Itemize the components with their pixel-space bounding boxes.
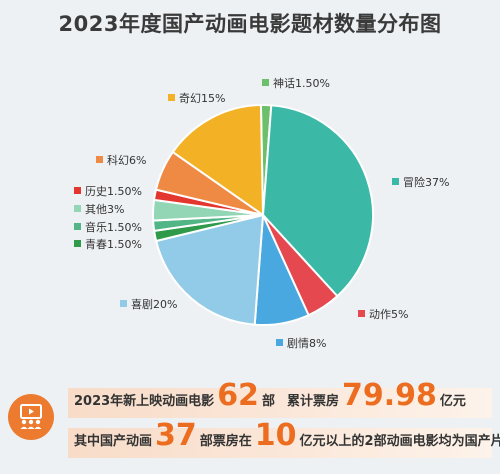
pie-label: 剧情8% xyxy=(287,337,326,350)
stats-band-1 xyxy=(68,388,492,418)
legend-swatch xyxy=(392,178,399,185)
legend-swatch xyxy=(276,339,283,346)
audience-screen-icon xyxy=(8,394,54,440)
pie-slice xyxy=(171,104,265,217)
legend-swatch xyxy=(168,94,175,101)
stats-band-2 xyxy=(68,428,492,458)
stats-line-1: 2023年新上映动画电影 62 部 累计票房 79.98 亿元 xyxy=(74,378,492,416)
stats-line2-num2: 10 xyxy=(254,418,297,453)
stats-line1-num2: 79.98 xyxy=(341,378,437,413)
pie-label: 奇幻15% xyxy=(179,92,225,105)
stats-line2-suffix: 亿元以上的2部动画电影均为国产片 xyxy=(299,434,500,449)
legend-swatch xyxy=(120,300,127,307)
legend-swatch xyxy=(74,205,81,212)
stats-line1-unit1: 部 xyxy=(261,394,275,409)
legend-swatch xyxy=(74,187,81,194)
pie-label: 神话1.50% xyxy=(273,76,330,90)
pie-slice xyxy=(261,104,374,298)
stats-line1-unit2: 亿元 xyxy=(439,394,466,409)
stats-line2-num1: 37 xyxy=(155,418,197,453)
stats-line1-num1: 62 xyxy=(217,378,259,413)
pie-label: 喜剧20% xyxy=(131,298,177,311)
stats-line2-unit1: 部 xyxy=(199,434,213,449)
pie-label: 历史1.50% xyxy=(85,185,142,198)
pie-label: 青春1.50% xyxy=(85,238,142,251)
stats-panel: 2023年新上映动画电影 62 部 累计票房 79.98 亿元 其中国产动画 3… xyxy=(8,374,500,468)
pie-labels: 神话1.50% 冒险37% 动作5% 剧情8% 喜剧20% 青春1.50% 音乐1.50% 其… xyxy=(74,76,449,350)
pie-label: 其他3% xyxy=(85,203,124,216)
legend-swatch xyxy=(358,310,365,317)
stats-line-2: 其中国产动画 37 部 票房在 10 亿元以上的2部动画电影均为国产片 xyxy=(74,418,500,456)
chart-title: 2023年度国产动画电影题材数量分布图 xyxy=(58,12,442,36)
pie-slice xyxy=(154,213,265,326)
legend-swatch xyxy=(262,79,269,86)
legend-swatch xyxy=(96,156,103,163)
stats-line2-prefix: 其中国产动画 xyxy=(74,434,153,449)
stats-line2-mid: 票房在 xyxy=(212,434,252,449)
stats-line1-mid: 累计票房 xyxy=(286,394,339,409)
pie-label: 动作5% xyxy=(369,308,408,321)
legend-swatch xyxy=(74,240,81,247)
pie-label: 冒险37% xyxy=(403,175,449,189)
pie-label: 音乐1.50% xyxy=(85,220,142,234)
pie-slices xyxy=(152,104,374,327)
legend-swatch xyxy=(74,223,81,230)
stats-line1-prefix: 2023年新上映动画电影 xyxy=(74,394,215,409)
pie-chart: 神话1.50% 冒险37% 动作5% 剧情8% 喜剧20% 青春1.50% 音乐1.50% 其… xyxy=(74,76,449,350)
pie-label: 科幻6% xyxy=(107,153,146,167)
